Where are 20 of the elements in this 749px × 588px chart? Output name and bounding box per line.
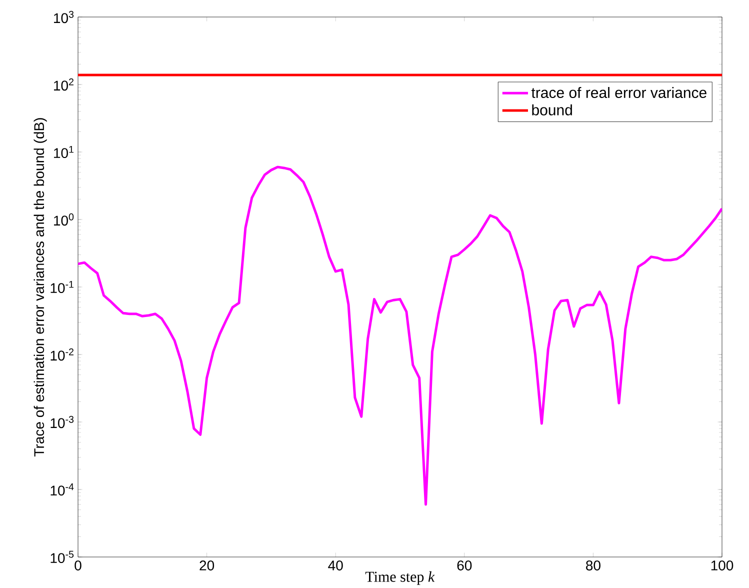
legend-label: trace of real error variance: [531, 86, 706, 98]
y-tick-label: 10$^{-3}$: [50, 416, 74, 428]
line-series: [78, 166, 722, 506]
x-tick-label: 60: [457, 560, 472, 570]
y-tick-label: 10$^{-1}$: [50, 280, 74, 294]
y-tick-label: 10$^{3}$: [54, 10, 74, 24]
x-tick-label: 20: [200, 560, 214, 570]
legend-label: bound: [532, 104, 572, 116]
x-tick-label: 0: [74, 560, 82, 570]
y-tick-label: 10$^{2}$: [54, 78, 74, 91]
y-tick-label: 10$^{1}$: [54, 146, 74, 158]
y-axis-title: Trace of estimation error variances and the bound (dB): [34, 118, 47, 456]
x-tick-label: 40: [328, 560, 343, 570]
x-axis-title: Time step k: [365, 571, 435, 585]
y-tick-label: 10$^{-2}$: [50, 348, 74, 361]
y-tick-label: 10$^{-4}$: [50, 483, 74, 496]
x-tick-label: 100: [711, 560, 734, 570]
y-tick-label: 10$^{-5}$: [50, 550, 74, 564]
x-tick-label: 80: [586, 560, 600, 570]
y-tick-label: 10$^{0}$: [54, 213, 74, 226]
